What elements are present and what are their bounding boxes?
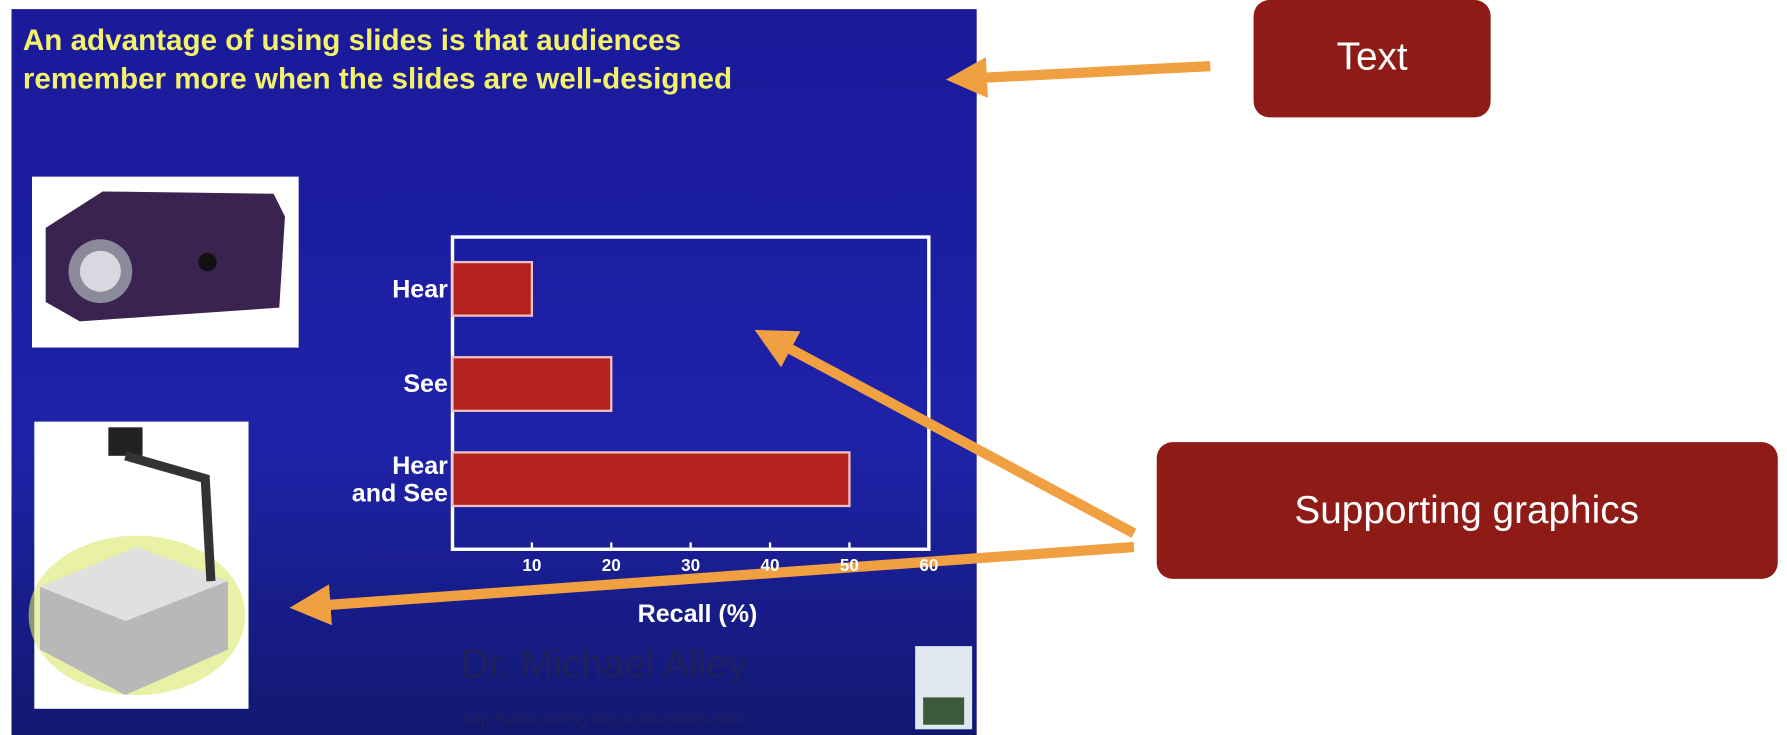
callout-label: Text	[1337, 35, 1408, 78]
callout-text: Text	[1254, 0, 1491, 117]
arrow	[966, 66, 1210, 79]
bar	[453, 357, 612, 411]
projector-image	[32, 177, 299, 348]
y-tick-label-box: Hear and See	[293, 445, 448, 513]
screenshot: An advantage of using slides is that aud…	[0, 0, 1787, 735]
bar	[453, 262, 532, 316]
y-tick-label-box: Hear	[293, 255, 448, 323]
callout-graphics: Supporting graphics	[1157, 442, 1778, 579]
slide-title: An advantage of using slides is that aud…	[23, 24, 681, 57]
url: http://www.writing.eng.vt.edu/slides.htm…	[463, 711, 746, 728]
x-tick-label: 10	[522, 556, 541, 575]
bar	[453, 452, 850, 506]
x-tick-label: 50	[840, 556, 859, 575]
callout-label: Supporting graphics	[1294, 489, 1639, 532]
book-thumbnail	[915, 646, 972, 729]
x-axis-label: Recall (%)	[638, 600, 758, 628]
author: Dr. Michael Alley	[461, 643, 748, 686]
overhead-projector-image	[29, 422, 249, 709]
y-tick-label: Hear	[293, 255, 448, 323]
slide-title: remember more when the slides are well-d…	[23, 63, 732, 96]
x-tick-label: 30	[681, 556, 700, 575]
y-tick-label: See	[293, 350, 448, 418]
x-tick-label: 40	[761, 556, 780, 575]
x-tick-label: 20	[602, 556, 621, 575]
y-tick-label-box: See	[293, 350, 448, 418]
x-tick-label: 60	[919, 556, 938, 575]
y-tick-label: Hear and See	[293, 445, 448, 513]
